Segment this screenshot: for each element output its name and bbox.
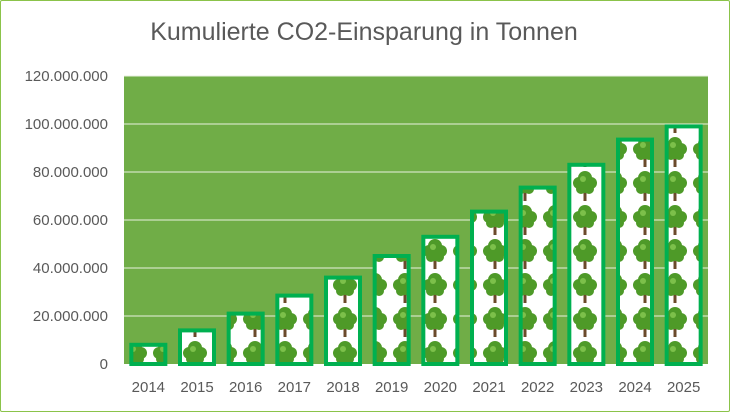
y-tick-label: 40.000.000 — [33, 260, 108, 277]
bar-2022 — [518, 185, 557, 366]
x-axis-ticks: 2014 2015 2016 2017 2018 2019 2020 2021 2022 2023… — [132, 379, 701, 396]
bar-2021 — [470, 209, 508, 366]
y-tick-label: 80.000.000 — [33, 164, 108, 181]
bar-2017 — [275, 293, 314, 367]
gridlines — [124, 75, 708, 317]
bar-2023 — [567, 162, 606, 366]
x-tick-label: 2014 — [132, 379, 165, 396]
x-tick-label: 2023 — [570, 379, 603, 396]
y-axis-ticks: 0 20.000.000 40.000.000 60.000.000 80.000.00… — [25, 68, 108, 373]
x-tick-label: 2022 — [521, 379, 554, 396]
bar-2024 — [616, 137, 654, 366]
y-tick-label: 20.000.000 — [33, 308, 108, 325]
x-tick-label: 2024 — [618, 379, 651, 396]
bar-2025 — [664, 124, 703, 367]
y-tick-label: 60.000.000 — [33, 212, 108, 229]
bar-2020 — [421, 234, 460, 366]
bar-2018 — [324, 275, 362, 367]
x-tick-label: 2019 — [375, 379, 408, 396]
x-tick-label: 2018 — [326, 379, 359, 396]
bar-2016 — [226, 311, 265, 367]
x-tick-label: 2025 — [667, 379, 700, 396]
x-tick-label: 2015 — [180, 379, 213, 396]
y-tick-label: 100.000.000 — [25, 116, 108, 133]
bar-2014 — [129, 342, 168, 366]
x-tick-label: 2021 — [472, 379, 505, 396]
bar-2019 — [372, 254, 411, 366]
chart-title: Kumulierte CO2-Einsparung in Tonnen — [150, 18, 578, 46]
x-tick-label: 2016 — [229, 379, 262, 396]
x-tick-label: 2020 — [424, 379, 457, 396]
x-tick-label: 2017 — [278, 379, 311, 396]
y-tick-label: 0 — [100, 356, 108, 373]
y-tick-label: 120.000.000 — [25, 68, 108, 85]
bars — [129, 124, 703, 367]
bar-2015 — [178, 328, 216, 366]
